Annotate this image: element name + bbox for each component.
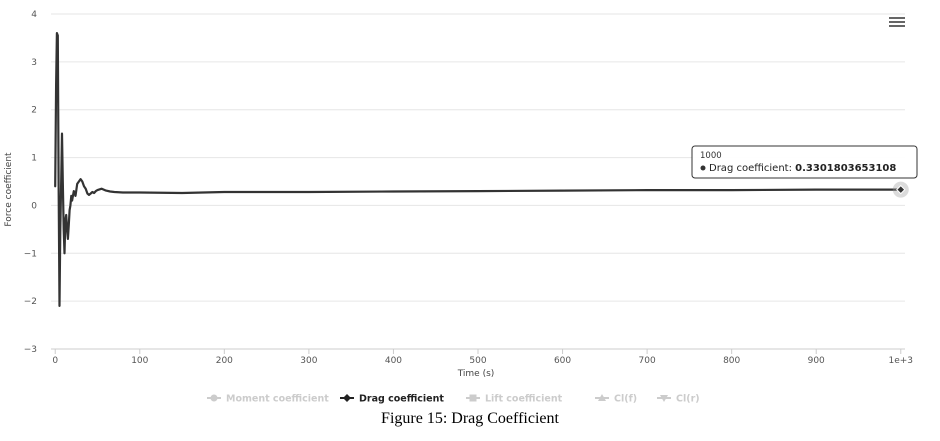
legend-label: Drag coefficient xyxy=(359,394,444,405)
figure-caption: Figure 15: Drag Coefficient xyxy=(381,410,559,427)
drag-coefficient-chart: 4 3 2 1 0 −1 −2 −3 0 100 200 300 400 500 600 700 800 900… xyxy=(4,10,918,405)
menu-bar xyxy=(889,17,905,19)
y-tick-label: 0 xyxy=(31,201,37,211)
legend-label: Cl(r) xyxy=(676,394,700,405)
legend-marker-square xyxy=(469,394,477,402)
tooltip-value: 0.3301803653108 xyxy=(795,163,896,174)
menu-bar xyxy=(889,21,905,23)
y-axis-ticks: 4 3 2 1 0 −1 −2 −3 xyxy=(24,10,38,355)
menu-bar xyxy=(889,25,905,27)
x-axis-ticks: 0 100 200 300 400 500 600 700 800 900 1e+3 xyxy=(52,349,913,366)
y-tick-label: −2 xyxy=(24,297,37,307)
hamburger-menu-icon[interactable] xyxy=(889,17,905,27)
tooltip-box xyxy=(691,145,918,179)
legend-item-drag-coefficient[interactable]: Drag coefficient xyxy=(340,394,444,405)
grid-lines xyxy=(51,13,905,302)
x-tick-label: 300 xyxy=(300,356,317,366)
legend-label: Lift coefficient xyxy=(485,394,563,405)
y-axis-title: Force coefficient xyxy=(4,152,14,227)
tooltip-series-label: Drag coefficient: xyxy=(709,163,795,174)
legend-label: Cl(f) xyxy=(614,394,637,405)
x-tick-label: 500 xyxy=(469,356,486,366)
x-tick-label: 0 xyxy=(52,356,58,366)
y-tick-label: −3 xyxy=(24,345,37,355)
tooltip: 1000 Drag coefficient: 0.3301803653108 xyxy=(691,145,918,179)
y-tick-label: 3 xyxy=(31,58,37,68)
x-tick-label: 200 xyxy=(216,356,233,366)
legend-marker-circle xyxy=(210,394,218,402)
x-tick-label: 600 xyxy=(554,356,571,366)
series-line-drag-coefficient xyxy=(54,31,902,307)
x-tick-label: 100 xyxy=(131,356,148,366)
x-tick-label: 400 xyxy=(385,356,402,366)
legend: Moment coefficient Drag coefficient Lift c… xyxy=(207,394,700,405)
legend-marker-triangle-down xyxy=(660,395,668,402)
y-tick-label: 2 xyxy=(31,106,37,116)
legend-item-lift-coefficient[interactable]: Lift coefficient xyxy=(466,394,563,405)
tooltip-series-line: Drag coefficient: 0.3301803653108 xyxy=(709,163,896,174)
tooltip-x-label: 1000 xyxy=(700,151,722,161)
y-tick-label: 4 xyxy=(31,10,37,20)
y-tick-label: 1 xyxy=(31,154,37,164)
hover-point-marker xyxy=(896,184,906,195)
legend-item-moment-coefficient[interactable]: Moment coefficient xyxy=(207,394,329,405)
tooltip-series-dot xyxy=(700,165,706,171)
x-tick-label: 900 xyxy=(808,356,825,366)
legend-marker-triangle-up xyxy=(598,394,606,401)
legend-label: Moment coefficient xyxy=(226,394,329,405)
x-tick-label: 1e+3 xyxy=(889,356,914,366)
legend-marker-diamond xyxy=(343,394,351,402)
legend-item-cl-r[interactable]: Cl(r) xyxy=(657,394,700,405)
x-axis-title: Time (s) xyxy=(457,369,495,379)
x-tick-label: 800 xyxy=(723,356,740,366)
y-tick-label: −1 xyxy=(24,249,37,259)
x-tick-label: 700 xyxy=(639,356,656,366)
series-layer xyxy=(54,31,909,307)
legend-item-cl-f[interactable]: Cl(f) xyxy=(595,394,637,405)
